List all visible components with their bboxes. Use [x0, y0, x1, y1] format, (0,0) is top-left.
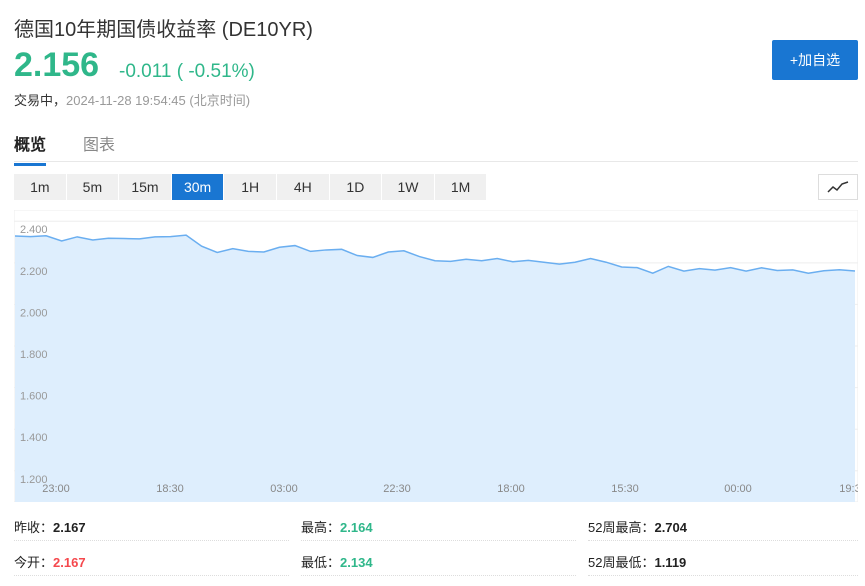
- x-tick-label: 19:3: [839, 483, 858, 495]
- stat-label: 52周最高：: [588, 520, 655, 535]
- stat-52w-low: 52周最低：1.119: [588, 540, 858, 576]
- add-watchlist-button[interactable]: +加自选: [772, 40, 858, 80]
- stat-value: 2.704: [654, 520, 688, 535]
- stat-low: 最低：2.134: [301, 540, 576, 576]
- x-tick-label: 00:00: [724, 483, 752, 495]
- period-5m[interactable]: 5m: [67, 174, 120, 200]
- status-text: 交易中，: [14, 93, 67, 108]
- tab-overview[interactable]: 概览: [14, 131, 47, 166]
- x-tick-label: 15:30: [611, 483, 639, 495]
- y-tick-label: 2.400: [20, 224, 48, 236]
- period-1mo[interactable]: 1M: [435, 174, 488, 200]
- line-chart-icon: [827, 181, 849, 193]
- stat-label: 最高：: [301, 520, 341, 535]
- trading-status: 交易中，2024-11-28 19:54:45 (北京时间): [14, 90, 250, 109]
- x-tick-label: 22:30: [383, 483, 411, 495]
- yield-chart[interactable]: 2.400 2.200 2.000 1.800 1.600 1.400 1.20023:00…: [14, 210, 858, 502]
- stat-value: 1.119: [654, 555, 687, 570]
- stat-open: 今开：2.167: [14, 540, 289, 576]
- period-1h[interactable]: 1H: [224, 174, 277, 200]
- period-1d[interactable]: 1D: [330, 174, 383, 200]
- timestamp: 2024-11-28 19:54:45 (北京时间): [66, 93, 251, 108]
- stat-label: 今开：: [14, 555, 54, 570]
- price-change: -0.011 ( -0.51%): [119, 61, 255, 82]
- y-tick-label: 1.200: [20, 474, 48, 486]
- y-tick-label: 1.800: [20, 349, 48, 361]
- y-tick-label: 1.400: [20, 432, 48, 444]
- x-tick-label: 23:00: [42, 483, 70, 495]
- stat-52w-high: 52周最高：2.704: [588, 505, 858, 541]
- tab-chart[interactable]: 图表: [83, 137, 116, 154]
- stat-label: 最低：: [301, 555, 341, 570]
- period-selector: 1m 5m 15m 30m 1H 4H 1D 1W 1M: [14, 174, 488, 200]
- chart-type-button[interactable]: [818, 174, 858, 200]
- y-tick-label: 2.000: [20, 307, 48, 319]
- stat-value: 2.164: [340, 520, 373, 535]
- stat-value: 2.167: [53, 555, 86, 570]
- area-fill: [15, 235, 855, 502]
- stat-value: 2.167: [53, 520, 86, 535]
- period-4h[interactable]: 4H: [277, 174, 330, 200]
- stat-label: 52周最低：: [588, 555, 655, 570]
- current-price: 2.156: [14, 46, 100, 84]
- period-15m[interactable]: 15m: [119, 174, 172, 200]
- period-30m[interactable]: 30m: [171, 174, 225, 200]
- period-1w[interactable]: 1W: [382, 174, 435, 200]
- y-tick-label: 2.200: [20, 266, 48, 278]
- x-tick-label: 18:30: [156, 483, 184, 495]
- page-title: 德国10年期国债收益率 (DE10YR): [14, 19, 313, 41]
- stat-prev-close: 昨收：2.167: [14, 505, 289, 541]
- x-tick-label: 03:00: [270, 483, 298, 495]
- stat-value: 2.134: [340, 555, 373, 570]
- y-tick-label: 1.600: [20, 391, 48, 403]
- stat-high: 最高：2.164: [301, 505, 576, 541]
- x-tick-label: 18:00: [497, 483, 525, 495]
- period-1m[interactable]: 1m: [14, 174, 67, 200]
- tab-bar: 概览 图表: [14, 131, 858, 166]
- stat-label: 昨收：: [14, 520, 54, 535]
